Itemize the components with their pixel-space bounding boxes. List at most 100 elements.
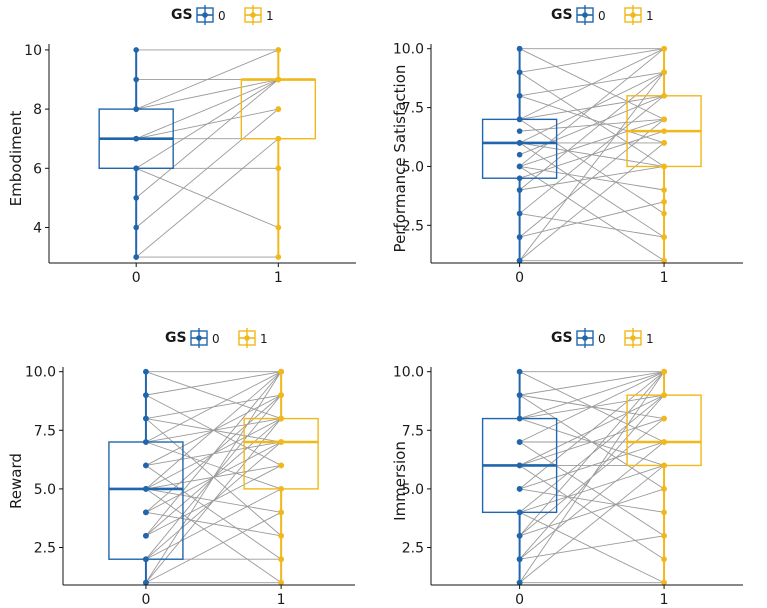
legend-label-0: 0	[598, 332, 606, 346]
paired-line	[145, 371, 282, 537]
point-group-1	[275, 135, 282, 142]
point-group-0	[516, 579, 523, 586]
paired-line	[519, 488, 665, 537]
x-tick-label: 1	[660, 592, 669, 608]
y-tick-label: 5.0	[34, 482, 56, 498]
paired-line	[145, 465, 282, 560]
point-group-1	[278, 439, 284, 445]
y-axis-title: Immersion	[391, 441, 409, 521]
legend-key-point-1	[630, 12, 636, 18]
point-group-1	[275, 224, 282, 231]
point-group-1	[661, 116, 667, 123]
paired-line	[145, 371, 282, 419]
legend-title: GS	[165, 330, 187, 346]
point-group-0	[143, 509, 149, 516]
panel-embodiment: GS 0 1 4 6 8 10 0 1 Embodiment	[7, 5, 356, 286]
point-group-1	[278, 392, 284, 398]
point-group-1	[278, 486, 284, 492]
point-group-1	[661, 140, 667, 146]
point-group-0	[516, 368, 523, 375]
paired-line	[519, 119, 665, 238]
point-group-1	[661, 509, 667, 516]
legend-key-point-1	[244, 335, 250, 341]
y-axis-title: Embodiment	[7, 111, 25, 207]
point-group-1	[661, 210, 667, 217]
paired-line	[519, 535, 665, 560]
point-group-0	[143, 532, 149, 539]
paired-line	[519, 371, 665, 537]
box	[626, 394, 702, 467]
point-group-1	[661, 93, 667, 99]
paired-line	[519, 95, 665, 156]
point-group-1	[278, 556, 284, 563]
paired-line	[519, 465, 665, 584]
point-group-0	[516, 128, 523, 134]
paired-line	[519, 95, 665, 144]
point-group-1	[661, 45, 667, 52]
point-group-0	[133, 195, 139, 201]
panel-reward: GS 0 1 2.5 5.0 7.5 10.0 0 1 Reward	[7, 328, 355, 608]
paired-line	[519, 371, 665, 419]
y-tick-label: 4	[33, 220, 42, 236]
panel-immersion: GS 0 1 2.5 5.0 7.5 10.0 0 1 Immersion	[391, 328, 743, 608]
y-tick-label: 2.5	[402, 218, 424, 234]
point-group-0	[516, 175, 523, 182]
paired-line	[136, 79, 279, 110]
point-group-0	[133, 165, 139, 172]
boxplot-group-1	[626, 48, 702, 261]
point-group-1	[278, 579, 284, 586]
point-group-1	[661, 532, 667, 539]
point-group-0	[516, 509, 523, 516]
legend-key-point-0	[582, 12, 588, 18]
point-group-0	[516, 556, 523, 563]
point-group-0	[516, 93, 523, 99]
point-group-0	[516, 462, 523, 469]
y-tick-label: 2.5	[402, 540, 424, 556]
paired-line	[519, 48, 665, 73]
point-group-0	[516, 151, 523, 158]
point-group-0	[133, 254, 139, 260]
point-group-1	[661, 579, 667, 586]
point-group-1	[661, 128, 667, 134]
point-group-0	[516, 234, 523, 240]
point-group-1	[661, 486, 667, 492]
point-group-0	[516, 187, 523, 193]
x-tick-label: 0	[132, 270, 141, 286]
paired-line	[519, 441, 665, 560]
y-tick-label: 10.0	[25, 365, 56, 381]
paired-line	[135, 79, 279, 199]
paired-line	[135, 138, 279, 258]
point-group-1	[661, 462, 667, 469]
point-group-1	[661, 257, 667, 264]
x-tick-label: 1	[277, 592, 286, 608]
x-tick-label: 0	[515, 270, 524, 286]
legend-label-1: 1	[646, 9, 654, 23]
paired-line	[519, 142, 665, 238]
paired-line	[145, 371, 282, 490]
boxplot-group-0	[481, 371, 558, 583]
point-group-0	[133, 47, 139, 53]
legend-title: GS	[551, 330, 573, 346]
paired-lines	[145, 371, 282, 584]
point-group-0	[516, 69, 523, 76]
point-group-0	[516, 257, 523, 264]
point-group-1	[661, 198, 667, 205]
legend: GS 0 1	[551, 328, 654, 348]
legend-label-1: 1	[260, 332, 268, 346]
point-group-0	[143, 556, 149, 563]
legend-title: GS	[551, 7, 573, 23]
legend-label-0: 0	[598, 9, 606, 23]
paired-line	[519, 371, 665, 396]
point-group-1	[661, 415, 667, 422]
point-group-0	[516, 439, 523, 445]
y-axis-title: Reward	[7, 453, 25, 509]
point-group-1	[278, 509, 284, 516]
y-tick-label: 6	[33, 161, 42, 177]
paired-line	[519, 213, 665, 238]
point-group-0	[516, 163, 523, 170]
legend-key-point-1	[630, 335, 636, 341]
point-group-1	[661, 368, 667, 375]
point-group-0	[143, 462, 149, 469]
legend-title: GS	[171, 7, 193, 23]
